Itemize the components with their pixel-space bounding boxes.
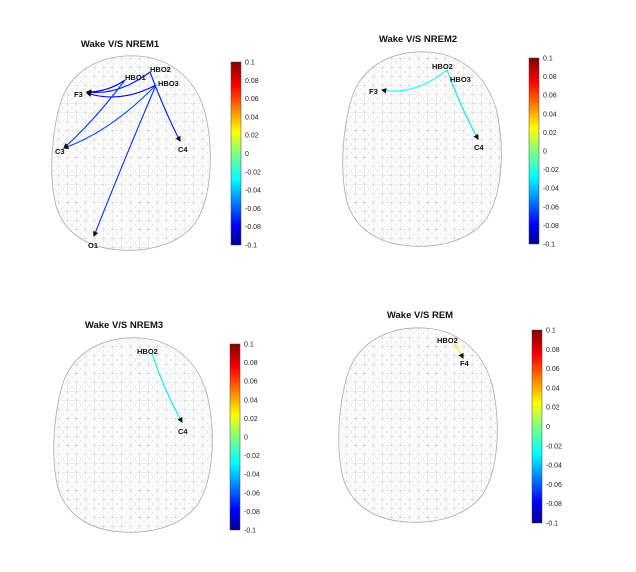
colorbar-tick-label: 0 [546, 424, 550, 431]
colorbar: 0.1 0.08 0.06 0.04 0.02 0 -0.02 -0.04 -0.06 -0.08… [230, 60, 261, 250]
panel-rem: Wake V/S REM HBO2 F4 0.1 0.08 0.06 0.04 0.02… [338, 310, 562, 528]
colorbar-tick-label: -0.04 [245, 188, 261, 195]
node-label-F3: F3 [74, 90, 83, 99]
colorbar-tick-label: 0.06 [244, 379, 258, 386]
colorbar-tick-label: -0.1 [244, 528, 256, 535]
colorbar-tick-label: 0.06 [245, 96, 259, 103]
node-label-HBO2: HBO2 [437, 336, 458, 345]
colorbar-gradient [230, 61, 242, 246]
colorbar-tick-label: -0.06 [245, 206, 261, 213]
colorbar-tick-label: -0.1 [546, 521, 558, 528]
panel-nrem2: Wake V/S NREM2 HBO2 HBO3 F3 C4 0.10.080.… [342, 34, 559, 249]
node-label-HBO3: HBO3 [158, 79, 179, 88]
head-mesh [53, 337, 213, 533]
colorbar-tick-label: -0.02 [245, 169, 261, 176]
connection-HBO2-C4 [149, 71, 181, 142]
node-label-C3: C3 [55, 147, 65, 156]
colorbar-tick-label: -0.04 [546, 463, 562, 470]
node-label-O1: O1 [88, 241, 98, 250]
node-label-F3: F3 [369, 87, 378, 96]
colorbar-tick-label: -0.04 [244, 472, 260, 479]
head-mesh [51, 55, 211, 251]
colorbar-tick-label: -0.02 [543, 167, 559, 174]
connection-HBO2-C4 [151, 353, 183, 423]
node-label-HBO2: HBO2 [150, 65, 171, 74]
colorbar-tick-label: 0.06 [543, 93, 557, 100]
colorbar-tick-label: 0 [244, 435, 248, 442]
colorbar: 0.1 0.08 0.06 0.04 0.02 0 -0.02 -0.04 -0.06 -0.08… [528, 56, 559, 249]
colorbar-tick-label: -0.1 [543, 242, 555, 249]
colorbar-tick-label: 0.04 [245, 114, 259, 121]
colorbar-tick-label: -0.06 [543, 204, 559, 211]
connection-HBO3-C3 [62, 84, 157, 150]
colorbar: 0.1 0.08 0.06 0.04 0.02 0 -0.02 -0.04 -0.06 -0.08… [531, 328, 562, 528]
colorbar-tick-label: -0.04 [543, 186, 559, 193]
colorbar-tick-label: 0.08 [543, 74, 557, 81]
colorbar-gradient [531, 329, 543, 524]
connection-HBO2-C4 [446, 69, 479, 140]
colorbar-tick-label: 0.02 [245, 133, 259, 140]
colorbar-tick-label: 0.04 [546, 385, 560, 392]
colorbar-tick-label: -0.08 [546, 501, 562, 508]
node-label-HBO2: HBO2 [137, 347, 158, 356]
colorbar-tick-label: -0.08 [244, 509, 260, 516]
node-label-F4: F4 [460, 359, 470, 368]
connection-HBO2-F4 [454, 343, 464, 359]
panel-title: Wake V/S NREM3 [85, 320, 163, 331]
panel-title: Wake V/S REM [387, 310, 453, 321]
colorbar-tick-label: 0.1 [546, 328, 556, 335]
colorbar-tick-label: 0.02 [244, 416, 258, 423]
node-label-HBO1: HBO1 [125, 73, 146, 82]
connection-HBO3-O1 [93, 84, 157, 238]
panel-nrem1: Wake V/S NREM1 HBO2 HBO1 HBO3 F3 C3 C4 O… [51, 39, 261, 251]
panel-title: Wake V/S NREM1 [81, 39, 160, 50]
colorbar-tick-label: -0.1 [245, 243, 257, 250]
connection-HBO3-F3 [85, 84, 157, 98]
colorbar-tick-label: 0.1 [543, 56, 553, 63]
colorbar-tick-label: 0.02 [546, 405, 560, 412]
head-mesh [342, 51, 502, 247]
connection-HBO1-C3 [63, 79, 126, 149]
colorbar-tick-label: -0.08 [543, 223, 559, 230]
node-label-C4: C4 [178, 145, 188, 154]
node-label-HBO2: HBO2 [432, 62, 453, 71]
colorbar-tick-label: 0 [543, 149, 547, 156]
colorbar-gradient [528, 57, 540, 245]
colorbar-tick-label: 0.06 [546, 366, 560, 373]
node-label-C4: C4 [474, 143, 484, 152]
colorbar-tick-label: 0.08 [244, 360, 258, 367]
colorbar-tick-label: 0.04 [543, 111, 557, 118]
colorbar-tick-label: 0.1 [244, 342, 254, 349]
colorbar-tick-label: -0.08 [245, 224, 261, 231]
colorbar-tick-label: -0.06 [546, 482, 562, 489]
node-label-HBO3: HBO3 [450, 75, 471, 84]
node-label-C4: C4 [178, 427, 188, 436]
colorbar-tick-label: 0.08 [546, 347, 560, 354]
panel-nrem3: Wake V/S NREM3 HBO2 C4 0.10.080.060.040.… [53, 320, 260, 535]
panel-title: Wake V/S NREM2 [379, 34, 457, 45]
colorbar-tick-label: 0.1 [245, 60, 255, 67]
colorbar-tick-label: 0.02 [543, 130, 557, 137]
colorbar-tick-label: 0.04 [244, 397, 258, 404]
colorbar-tick-label: -0.02 [546, 443, 562, 450]
colorbar: 0.1 0.08 0.06 0.04 0.02 0 -0.02 -0.04 -0.06 -0.08… [229, 342, 260, 535]
colorbar-tick-label: -0.02 [244, 453, 260, 460]
colorbar-tick-label: 0.08 [245, 78, 259, 85]
head-mesh [338, 327, 498, 523]
colorbar-gradient [229, 343, 241, 531]
colorbar-tick-label: -0.06 [244, 490, 260, 497]
colorbar-tick-label: 0 [245, 151, 249, 158]
connection-HBO2-F3 [380, 69, 448, 94]
